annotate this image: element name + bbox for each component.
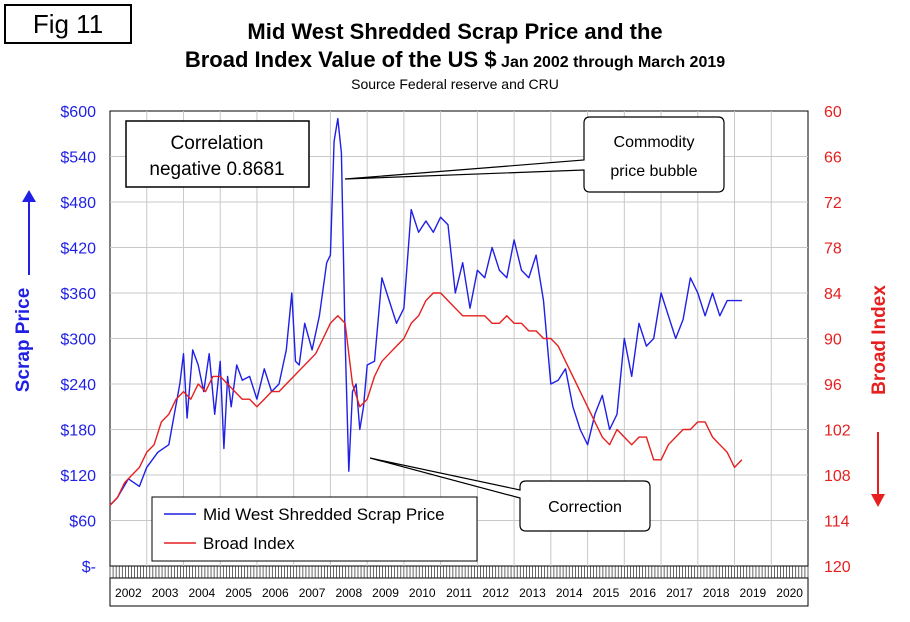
x-tick-label: 2003 <box>152 586 179 600</box>
y-left-tick-label: $360 <box>60 286 96 303</box>
y-right-tick-label: 84 <box>824 286 842 303</box>
series-layer <box>109 117 743 506</box>
correlation-label: Correlation <box>171 133 264 154</box>
y-left-tick-label: $60 <box>69 514 96 531</box>
y-left-tick-label: $120 <box>60 468 96 485</box>
bubble-line2: price bubble <box>610 163 697 180</box>
y-right-tick-label: 96 <box>824 377 842 394</box>
x-tick-label: 2008 <box>335 586 362 600</box>
bubble-callout <box>344 116 725 193</box>
y-left-tick-label: $180 <box>60 423 96 440</box>
x-tick-label: 2002 <box>115 586 142 600</box>
y-left-tick-label: $600 <box>60 104 96 121</box>
y-left-tick-label: $480 <box>60 195 96 212</box>
x-tick-label: 2020 <box>776 586 803 600</box>
chart-title-line2: Broad Index Value of the US $ Jan 2002 t… <box>0 47 910 73</box>
x-tick-label: 2013 <box>519 586 546 600</box>
chart-title-date-range: Jan 2002 through March 2019 <box>501 54 726 71</box>
x-tick-label: 2014 <box>556 586 583 600</box>
scrap-price-line <box>109 117 742 506</box>
chart-source: Source Federal reserve and CRU <box>351 76 559 92</box>
y-right-tick-label: 78 <box>824 241 842 258</box>
figure-label: Fig 11 <box>4 4 132 44</box>
y-left-tick-label: $300 <box>60 332 96 349</box>
legend-box <box>151 496 478 562</box>
y-right-tick-label: 108 <box>824 468 851 485</box>
correlation-box <box>125 120 310 188</box>
y-right-tick-label: 72 <box>824 195 842 212</box>
x-tick-label: 2018 <box>703 586 730 600</box>
y-left-tick-label: $420 <box>60 241 96 258</box>
up-arrow-icon <box>22 190 36 202</box>
x-tick-label: 2019 <box>740 586 767 600</box>
x-tick-label: 2009 <box>372 586 399 600</box>
broad-index-line <box>109 292 743 506</box>
chart-title-main: Broad Index Value of the US $ <box>184 47 497 72</box>
x-tick-label: 2012 <box>482 586 509 600</box>
x-tick-label: 2017 <box>666 586 693 600</box>
down-arrow-icon <box>871 494 885 507</box>
y-left-tick-label: $- <box>82 559 96 576</box>
bubble-line1: Commodity <box>614 134 695 151</box>
y-right-tick-label: 102 <box>824 423 851 440</box>
x-tick-label: 2010 <box>409 586 436 600</box>
x-tick-label: 2005 <box>225 586 252 600</box>
legend-label-broad: Broad Index <box>203 534 295 553</box>
y-right-tick-label: 120 <box>824 559 851 576</box>
x-axis-label-band <box>109 577 809 607</box>
correction-label: Correction <box>548 499 622 516</box>
y-left-tick-label: $240 <box>60 377 96 394</box>
x-tick-label: 2004 <box>188 586 215 600</box>
x-tick-label: 2006 <box>262 586 289 600</box>
x-tick-label: 2007 <box>299 586 326 600</box>
chart-title-line1: Mid West Shredded Scrap Price and the <box>247 19 663 44</box>
y-right-axis-title: Broad Index <box>869 285 890 395</box>
annotations: Correlation negative 0.8681 Commodity price… <box>125 116 725 562</box>
correction-callout <box>369 457 651 532</box>
x-tick-label: 2016 <box>629 586 656 600</box>
legend-label-scrap: Mid West Shredded Scrap Price <box>203 505 445 524</box>
y-right-tick-label: 90 <box>824 332 842 349</box>
y-right-tick-label: 66 <box>824 150 842 167</box>
y-right-tick-label: 114 <box>824 514 850 531</box>
y-left-tick-label: $540 <box>60 150 96 167</box>
y-right-tick-label: 60 <box>824 104 842 121</box>
x-tick-label: 2015 <box>593 586 620 600</box>
x-tick-label: 2011 <box>446 586 472 600</box>
axes: $- $60 $120 $180 $240 $300 $360 $420 $480 $540 $60… <box>13 104 890 607</box>
correlation-value: negative 0.8681 <box>149 159 284 180</box>
y-left-axis-title: Scrap Price <box>13 288 34 393</box>
